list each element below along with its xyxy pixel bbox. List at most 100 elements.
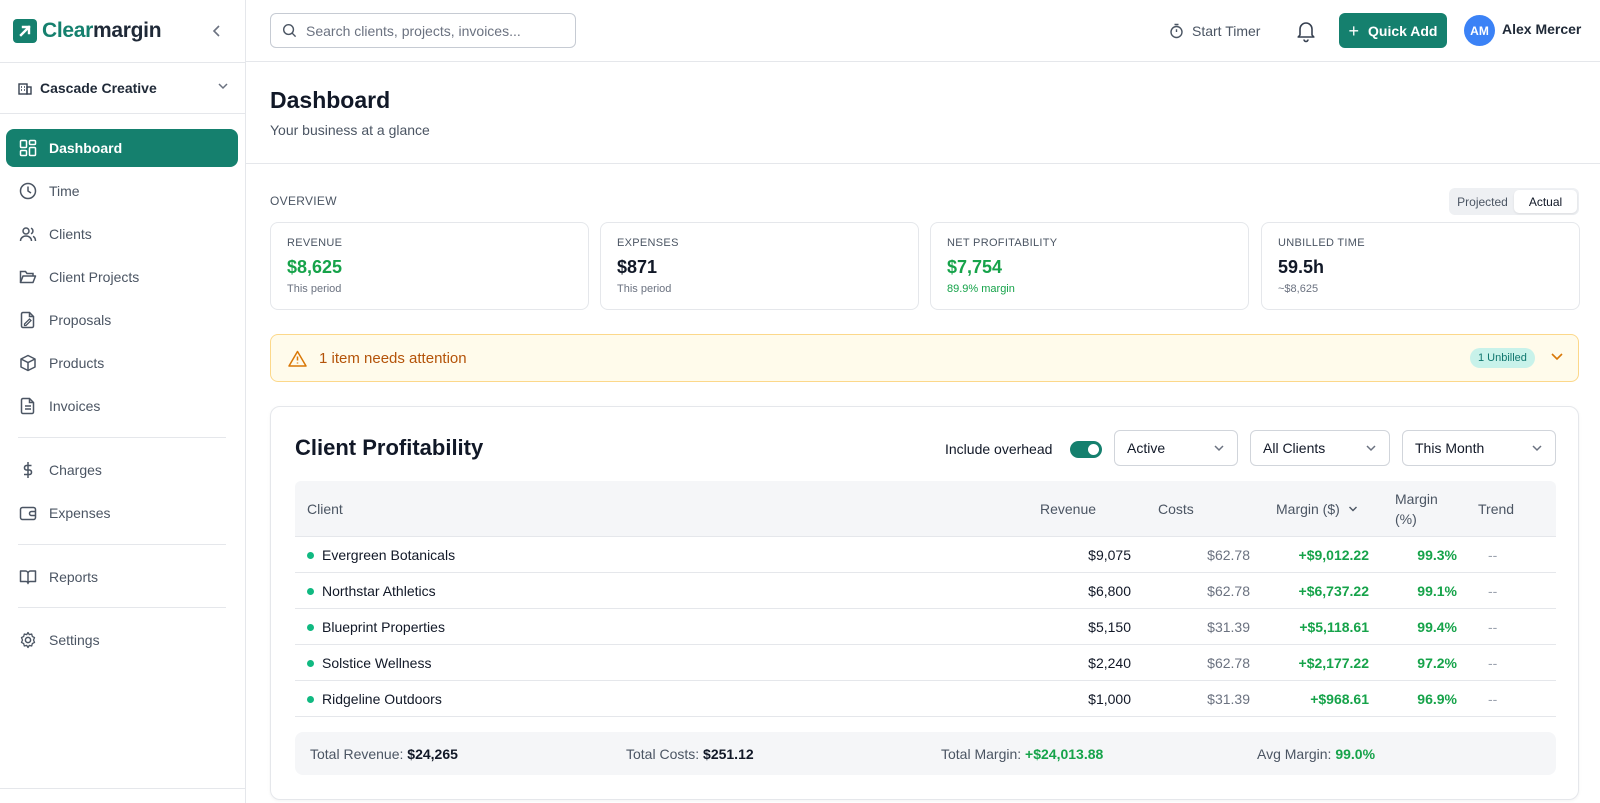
book-open-icon — [18, 567, 38, 587]
user-name[interactable]: Alex Mercer — [1502, 21, 1582, 37]
include-overhead-toggle[interactable] — [1070, 441, 1102, 458]
status-dot — [307, 696, 314, 703]
sidebar: Clearmargin Cascade Creative Dashboard T… — [0, 0, 246, 803]
table-row[interactable]: Blueprint Properties $5,150 $31.39 +$5,1… — [295, 609, 1556, 645]
sidebar-item-clients[interactable]: Clients — [6, 215, 238, 253]
table-row[interactable]: Solstice Wellness $2,240 $62.78 +$2,177.… — [295, 645, 1556, 681]
avg-margin-label: Avg Margin: — [1257, 746, 1332, 762]
stat-value: $8,625 — [287, 257, 343, 277]
sidebar-item-label: Products — [49, 355, 105, 371]
stat-value: $871 — [617, 257, 658, 277]
stopwatch-icon — [1170, 23, 1183, 39]
divider — [0, 788, 246, 789]
client-name: Blueprint Properties — [322, 619, 445, 635]
column-header-trend[interactable]: Trend — [1478, 501, 1515, 517]
brand-name: Clearmargin — [42, 19, 162, 42]
trend-cell: -- — [1488, 619, 1498, 635]
sidebar-item-expenses[interactable]: Expenses — [6, 494, 238, 532]
chevron-down-icon — [1214, 445, 1224, 452]
search-box[interactable] — [270, 13, 576, 48]
revenue-cell: $2,240 — [1088, 655, 1131, 671]
alert-text: 1 item needs attention — [319, 349, 467, 367]
status-filter-value: Active — [1127, 440, 1166, 456]
attention-alert[interactable]: 1 item needs attention 1 Unbilled — [270, 334, 1579, 382]
total-margin-value: +$24,013.88 — [1025, 746, 1104, 762]
sidebar-item-products[interactable]: Products — [6, 344, 238, 382]
stat-label: EXPENSES — [617, 237, 679, 249]
sidebar-item-label: Settings — [49, 632, 100, 648]
sidebar-item-client-projects[interactable]: Client Projects — [6, 258, 238, 296]
start-timer-label: Start Timer — [1192, 23, 1261, 39]
period-filter-select[interactable]: This Month — [1402, 430, 1556, 466]
divider — [246, 163, 1600, 164]
table-row[interactable]: Northstar Athletics $6,800 $62.78 +$6,73… — [295, 573, 1556, 609]
revenue-cell: $1,000 — [1088, 691, 1131, 707]
sort-desc-icon — [1348, 506, 1357, 512]
margin-pct-cell: 99.1% — [1417, 583, 1457, 599]
column-header-margin-pct-line1[interactable]: Margin — [1395, 491, 1438, 507]
divider — [0, 113, 246, 114]
clients-filter-value: All Clients — [1263, 440, 1326, 456]
file-text-icon — [18, 396, 38, 416]
quick-add-button[interactable]: + Quick Add — [1339, 13, 1447, 48]
divider — [0, 62, 246, 63]
client-name: Ridgeline Outdoors — [322, 691, 442, 707]
status-dot — [307, 588, 314, 595]
clock-icon — [18, 181, 38, 201]
stat-label: REVENUE — [287, 237, 343, 249]
stat-sub: 89.9% margin — [947, 283, 1015, 295]
totals-bar: Total Revenue: $24,265 Total Costs: $251… — [295, 732, 1556, 775]
projected-option[interactable]: Projected — [1457, 194, 1508, 209]
margin-pct-cell: 96.9% — [1417, 691, 1457, 707]
margin-cell: +$9,012.22 — [1298, 547, 1369, 563]
costs-cell: $31.39 — [1207, 619, 1250, 635]
column-header-costs[interactable]: Costs — [1158, 501, 1194, 517]
projected-actual-toggle: Projected Actual — [1449, 188, 1579, 215]
sidebar-item-reports[interactable]: Reports — [6, 558, 238, 596]
column-header-client[interactable]: Client — [307, 501, 343, 517]
column-header-revenue[interactable]: Revenue — [1040, 501, 1097, 517]
avatar[interactable]: AM — [1464, 15, 1495, 46]
status-dot — [307, 624, 314, 631]
table-row[interactable]: Evergreen Botanicals $9,075 $62.78 +$9,0… — [295, 537, 1556, 573]
actual-option[interactable]: Actual — [1514, 190, 1577, 213]
brand-arrow-icon — [13, 19, 37, 43]
column-label: Margin ($) — [1276, 501, 1340, 517]
table-row[interactable]: Ridgeline Outdoors $1,000 $31.39 +$968.6… — [295, 681, 1556, 717]
revenue-card: REVENUE $8,625 This period — [270, 222, 589, 310]
plus-icon: + — [1348, 20, 1359, 41]
brand-logo-link[interactable]: Clearmargin — [13, 16, 162, 46]
collapse-sidebar-button[interactable] — [208, 20, 226, 42]
workspace-switcher[interactable]: Cascade Creative — [17, 76, 229, 100]
sidebar-item-time[interactable]: Time — [6, 172, 238, 210]
sidebar-item-settings[interactable]: Settings — [6, 621, 238, 659]
sidebar-item-charges[interactable]: Charges — [6, 451, 238, 489]
status-filter-select[interactable]: Active — [1114, 430, 1238, 466]
clients-filter-select[interactable]: All Clients — [1250, 430, 1390, 466]
client-name: Solstice Wellness — [322, 655, 432, 671]
sidebar-item-proposals[interactable]: Proposals — [6, 301, 238, 339]
total-costs: Total Costs: $251.12 — [626, 746, 754, 762]
include-overhead-label: Include overhead — [945, 441, 1053, 457]
sidebar-item-dashboard[interactable]: Dashboard — [6, 129, 238, 167]
search-input[interactable] — [306, 22, 556, 39]
sidebar-item-label: Clients — [49, 226, 92, 242]
toggle-knob — [1088, 444, 1099, 455]
start-timer-button[interactable]: Start Timer — [1169, 20, 1260, 42]
sidebar-item-invoices[interactable]: Invoices — [6, 387, 238, 425]
client-name: Evergreen Botanicals — [322, 547, 456, 563]
column-header-margin-pct-line2[interactable]: (%) — [1395, 511, 1417, 527]
gear-icon — [18, 630, 38, 650]
wallet-icon — [18, 503, 38, 523]
revenue-cell: $9,075 — [1088, 547, 1131, 563]
chevron-down-icon[interactable] — [1550, 349, 1564, 363]
chevron-left-icon — [212, 25, 220, 37]
status-dot — [307, 552, 314, 559]
table-header: Client Revenue Costs Margin ($) Margin (… — [295, 481, 1556, 537]
bell-icon — [1297, 22, 1315, 43]
column-header-margin-amount[interactable]: Margin ($) — [1276, 501, 1358, 517]
trend-cell: -- — [1488, 583, 1498, 599]
margin-cell: +$968.61 — [1310, 691, 1369, 707]
margin-pct-cell: 99.3% — [1417, 547, 1457, 563]
notifications-button[interactable] — [1295, 19, 1317, 43]
